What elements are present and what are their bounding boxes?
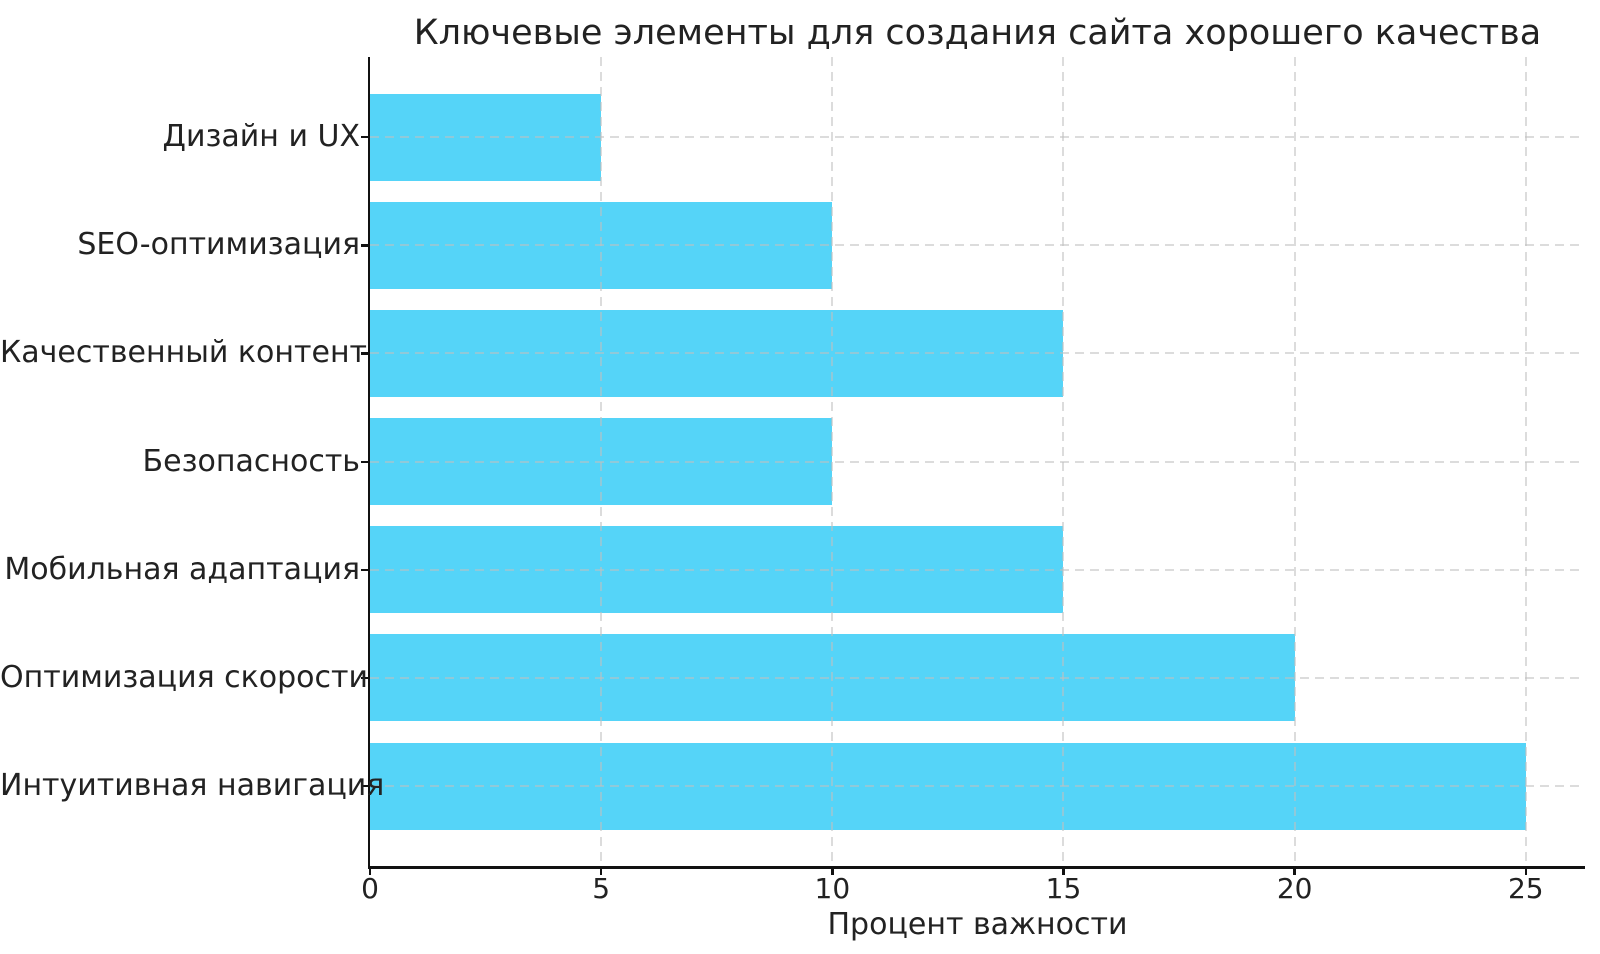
bar [370, 309, 1064, 397]
x-tick-label: 15 [1045, 872, 1082, 905]
x-tick-label: 5 [592, 872, 611, 905]
bar [370, 93, 602, 181]
bottom-spine [367, 866, 1585, 869]
y-tick-label: Дизайн и UX [162, 119, 360, 154]
x-tick-mark [599, 866, 603, 875]
bar [370, 201, 833, 289]
left-spine [367, 57, 370, 869]
x-tick-mark [1062, 866, 1065, 875]
x-tick-label: 0 [361, 872, 379, 905]
x-axis-label: Процент важности [827, 907, 1128, 942]
bar [370, 634, 1295, 722]
chart-title: Ключевые элементы для создания сайта хор… [413, 13, 1542, 53]
x-tick-label: 20 [1276, 872, 1313, 905]
y-tick-mark [361, 244, 370, 247]
y-tick-label: Безопасность [142, 443, 360, 479]
x-tick-mark [831, 866, 834, 875]
x-tick-mark [368, 866, 372, 875]
y-tick-mark [361, 568, 370, 572]
x-tick-label: 25 [1507, 872, 1544, 905]
x-tick-label: 10 [814, 872, 851, 905]
y-tick-label: SEO-оптимизация [77, 227, 360, 263]
bar [370, 418, 833, 505]
y-tick-mark [361, 785, 370, 788]
y-tick-mark [361, 136, 370, 139]
bar [370, 526, 1064, 614]
bar [370, 742, 1526, 830]
y-tick-label: Качественный контент [0, 335, 368, 371]
y-tick-label: Интуитивная навигация [0, 768, 385, 803]
y-tick-mark [361, 460, 370, 463]
y-tick-label: Мобильная адаптация [4, 551, 360, 587]
y-tick-label: Оптимизация скорости [0, 659, 368, 695]
y-tick-mark [361, 352, 370, 355]
x-tick-mark [1524, 866, 1527, 875]
x-tick-mark [1293, 866, 1296, 875]
y-tick-mark [361, 676, 370, 680]
